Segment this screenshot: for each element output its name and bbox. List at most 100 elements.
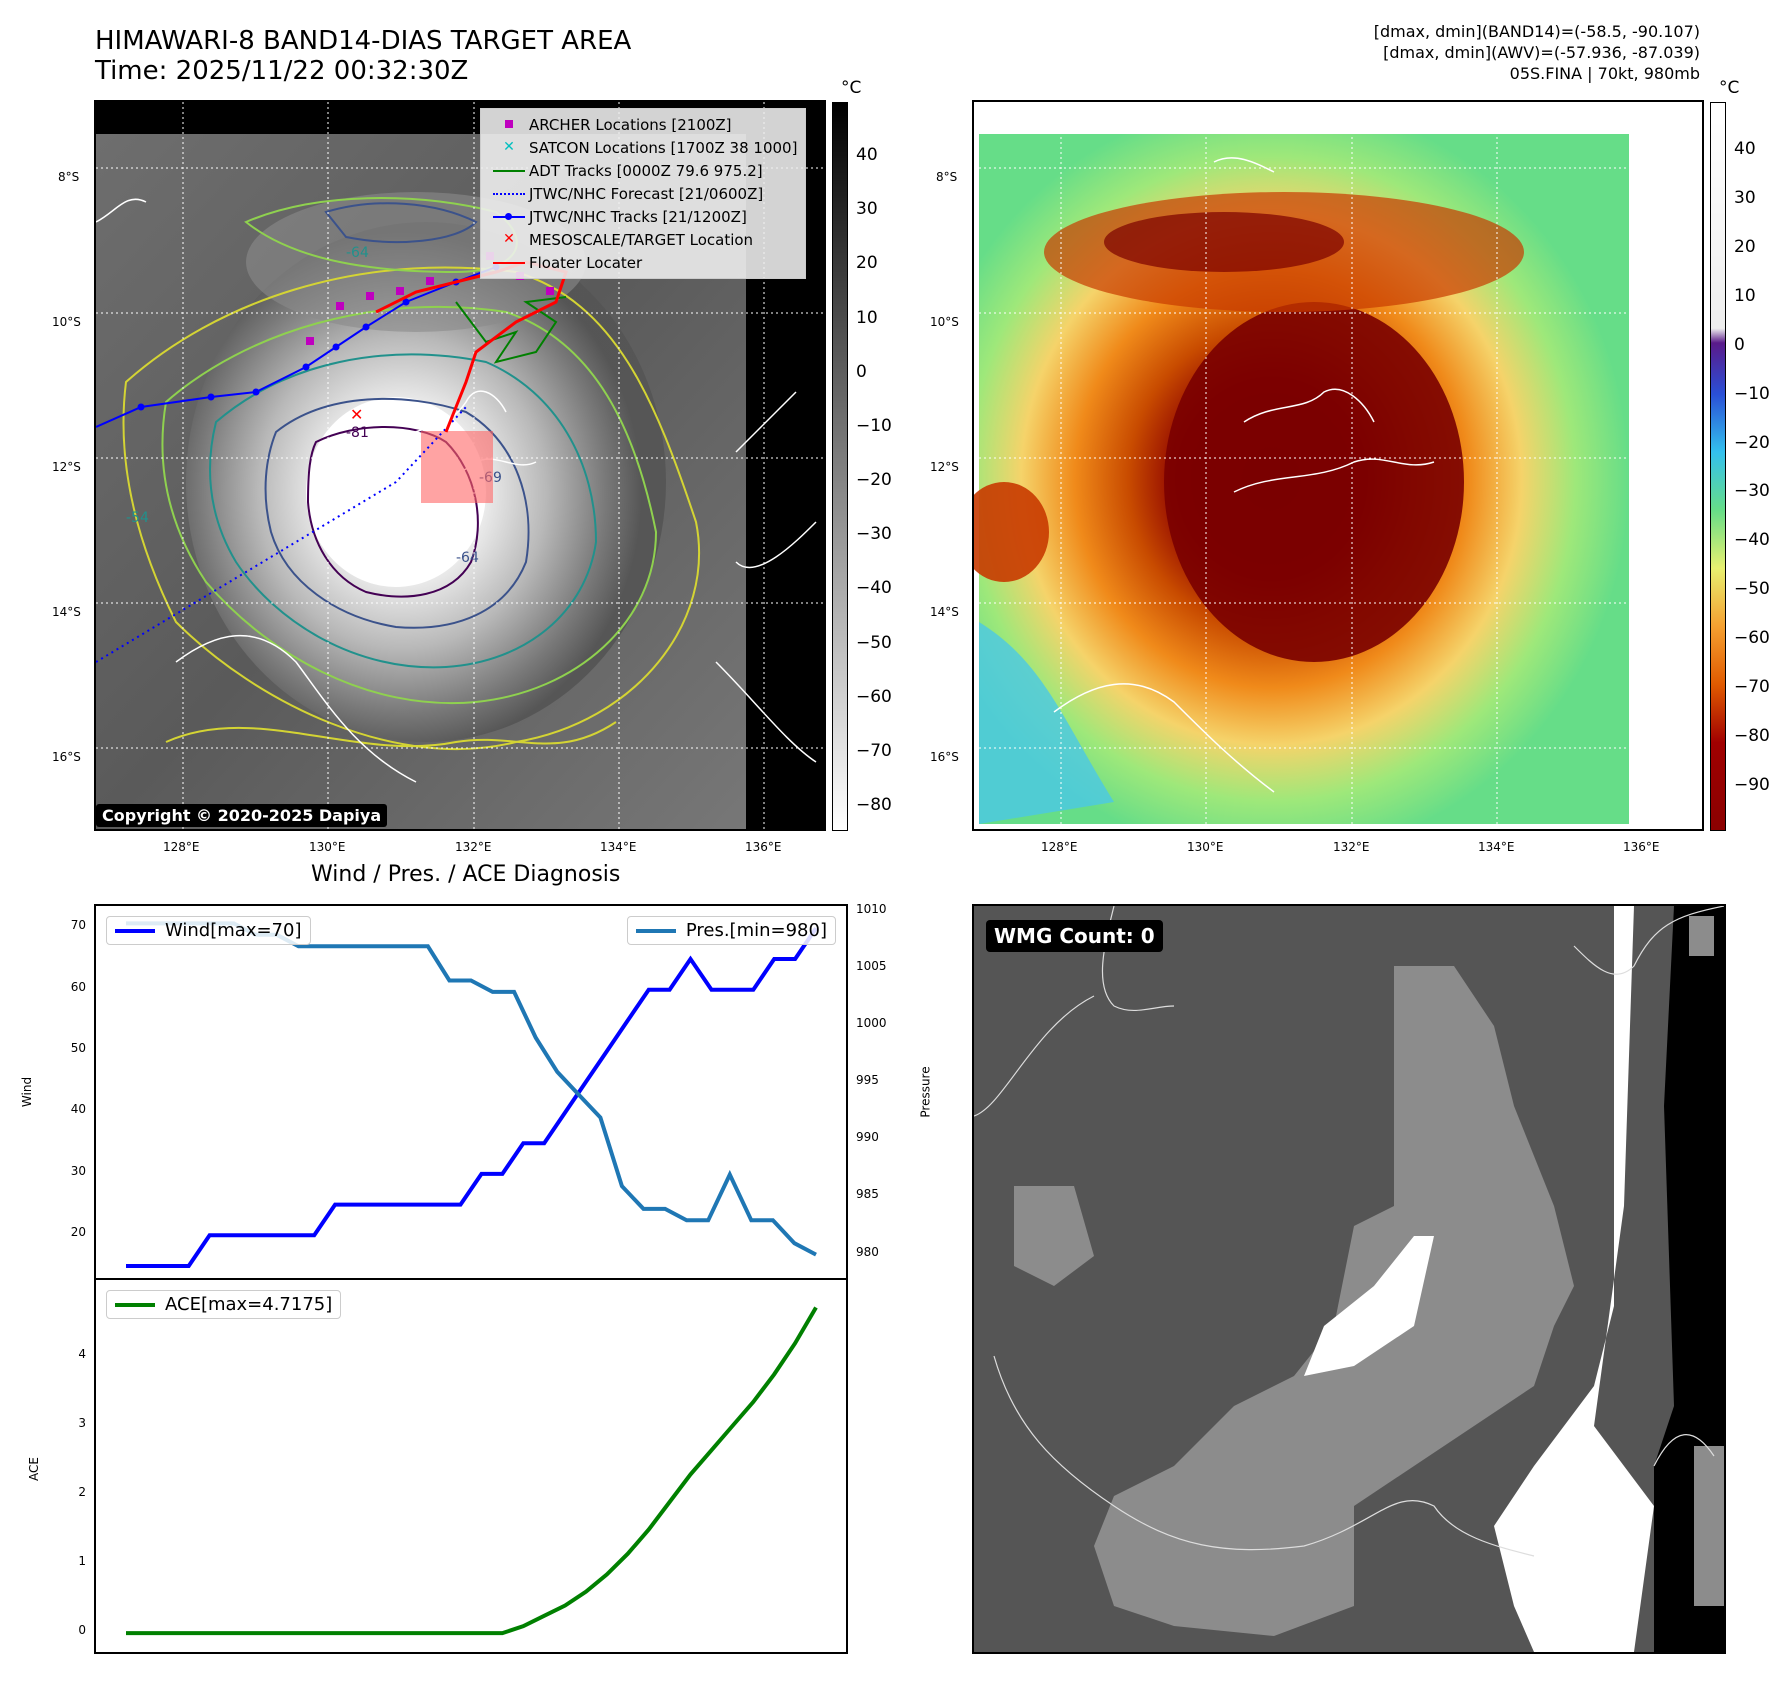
awv-colorbar-tick: 30 — [1734, 187, 1756, 208]
ir-colorbar-tick: 40 — [856, 145, 878, 165]
awv-map-panel — [972, 100, 1704, 831]
ir-colorbar-tick: 20 — [856, 253, 878, 274]
y-tick-label: 1005 — [856, 959, 887, 974]
legend-item-jtwc-forecast: JTWC/NHC Forecast [21/0600Z] — [489, 182, 797, 205]
legend-item-target: ✕ MESOSCALE/TARGET Location — [503, 230, 754, 249]
contour-label: -54 — [126, 510, 149, 526]
awv-colorbar-tick: −10 — [1734, 383, 1770, 404]
lon-label: 128°E — [1041, 840, 1078, 854]
y-tick-label: 0 — [78, 1623, 86, 1638]
svg-text:✕: ✕ — [350, 405, 363, 424]
awv-colorbar-tick: −70 — [1734, 677, 1770, 698]
ace-plot: ACE[max=4.7175] — [94, 1278, 848, 1654]
wmg-image — [974, 906, 1724, 1652]
ir-colorbar-tick: −10 — [856, 415, 892, 436]
lat-label: 16°S — [930, 750, 959, 764]
y-tick-label: 20 — [70, 1225, 86, 1240]
diagnosis-title: Wind / Pres. / ACE Diagnosis — [311, 862, 621, 887]
legend-item-archer: ARCHER Locations [2100Z] — [489, 113, 797, 136]
awv-colorbar-tick: −50 — [1734, 579, 1770, 600]
lon-label: 134°E — [600, 840, 637, 854]
ir-colorbar-tick: −50 — [856, 632, 892, 653]
series-line-pres — [126, 921, 817, 1257]
y-tick-label: 4 — [78, 1347, 86, 1362]
legend-item-adt: ADT Tracks [0000Z 79.6 975.2] — [489, 159, 797, 182]
ir-colorbar — [832, 102, 848, 831]
y-tick-label: 985 — [856, 1187, 879, 1202]
pressure-legend: Pres.[min=980] — [626, 916, 836, 945]
chart-title: HIMAWARI-8 BAND14-DIAS TARGET AREA — [95, 26, 632, 56]
lat-label: 8°S — [58, 170, 80, 184]
ir-colorbar-unit: °C — [841, 78, 862, 98]
lon-label: 136°E — [745, 840, 782, 854]
awv-colorbar-tick: −80 — [1734, 726, 1770, 747]
ir-map-panel: -81 -64 -64 -54 -69 — [94, 100, 826, 831]
lon-label: 132°E — [455, 840, 492, 854]
lon-label: 130°E — [309, 840, 346, 854]
series-line-wind — [126, 927, 818, 1268]
y-tick-label: 60 — [70, 979, 86, 994]
awv-colorbar-tick: 40 — [1734, 139, 1756, 159]
lon-label: 134°E — [1478, 840, 1515, 854]
info-storm: 05S.FINA | 70kt, 980mb — [1509, 64, 1700, 83]
lat-label: 16°S — [52, 750, 81, 764]
copyright-label: Copyright © 2020-2025 Dapiya — [96, 804, 388, 827]
ace-legend: ACE[max=4.7175] — [106, 1290, 342, 1319]
y-tick-label: 50 — [70, 1041, 86, 1056]
wind-pressure-plot: Wind[max=70] Pres.[min=980] — [94, 904, 848, 1280]
ace-axis-label: ACE — [26, 1457, 41, 1481]
wind-legend: Wind[max=70] — [106, 916, 311, 945]
lon-label: 130°E — [1187, 840, 1224, 854]
lat-label: 14°S — [930, 605, 959, 619]
awv-map-image — [974, 102, 1702, 829]
y-tick-label: 30 — [70, 1163, 86, 1178]
y-tick-label: 990 — [856, 1130, 879, 1145]
awv-colorbar-tick: −20 — [1734, 432, 1770, 453]
awv-colorbar-tick: 0 — [1734, 334, 1745, 355]
ir-colorbar-tick: 0 — [856, 361, 867, 382]
lon-label: 132°E — [1333, 840, 1370, 854]
wind-axis-label: Wind — [20, 1076, 35, 1108]
contour-label: -64 — [346, 245, 369, 261]
ir-colorbar-tick: −60 — [856, 686, 892, 707]
awv-colorbar-tick: −60 — [1734, 628, 1770, 649]
y-tick-label: 2 — [78, 1485, 86, 1500]
awv-colorbar-tick: −90 — [1734, 775, 1770, 795]
ir-colorbar-tick: −40 — [856, 578, 892, 599]
awv-colorbar — [1710, 102, 1726, 831]
lat-label: 14°S — [52, 605, 81, 619]
ir-legend: ARCHER Locations [2100Z] ✕ SATCON Locati… — [480, 108, 807, 279]
awv-colorbar-tick: −40 — [1734, 530, 1770, 551]
y-tick-label: 40 — [70, 1102, 86, 1117]
wind-legend-label: Wind[max=70] — [165, 920, 302, 941]
ir-colorbar-tick: 10 — [856, 307, 878, 328]
y-tick-label: 995 — [856, 1073, 879, 1088]
lon-label: 136°E — [1623, 840, 1660, 854]
info-awv-range: [dmax, dmin](AWV)=(-57.936, -87.039) — [1383, 43, 1700, 62]
lon-label: 128°E — [163, 840, 200, 854]
lat-label: 12°S — [930, 460, 959, 474]
awv-colorbar-tick: 20 — [1734, 236, 1756, 257]
legend-item-satcon: ✕ SATCON Locations [1700Z 38 1000] — [503, 138, 798, 157]
y-tick-label: 1000 — [856, 1016, 887, 1031]
y-tick-label: 980 — [856, 1244, 879, 1259]
lat-label: 8°S — [936, 170, 958, 184]
awv-colorbar-tick: 10 — [1734, 285, 1756, 306]
lat-label: 12°S — [52, 460, 81, 474]
lat-label: 10°S — [930, 315, 959, 329]
y-tick-label: 1 — [78, 1554, 86, 1569]
awv-colorbar-tick: −30 — [1734, 481, 1770, 502]
ir-colorbar-tick: −20 — [856, 470, 892, 490]
y-tick-label: 1010 — [856, 902, 887, 916]
ir-colorbar-tick: −80 — [856, 795, 892, 815]
ace-legend-label: ACE[max=4.7175] — [165, 1294, 333, 1315]
legend-item-floater: Floater Locater — [489, 251, 797, 274]
y-tick-label: 3 — [78, 1416, 86, 1431]
pressure-axis-label: Pressure — [918, 1066, 933, 1118]
pressure-legend-label: Pres.[min=980] — [685, 920, 827, 941]
ir-colorbar-tick: −70 — [856, 740, 892, 761]
floater-box — [421, 431, 493, 503]
contour-label: -81 — [346, 425, 369, 441]
legend-item-jtwc-tracks: JTWC/NHC Tracks [21/1200Z] — [489, 205, 797, 228]
awv-colorbar-unit: °C — [1719, 78, 1740, 98]
